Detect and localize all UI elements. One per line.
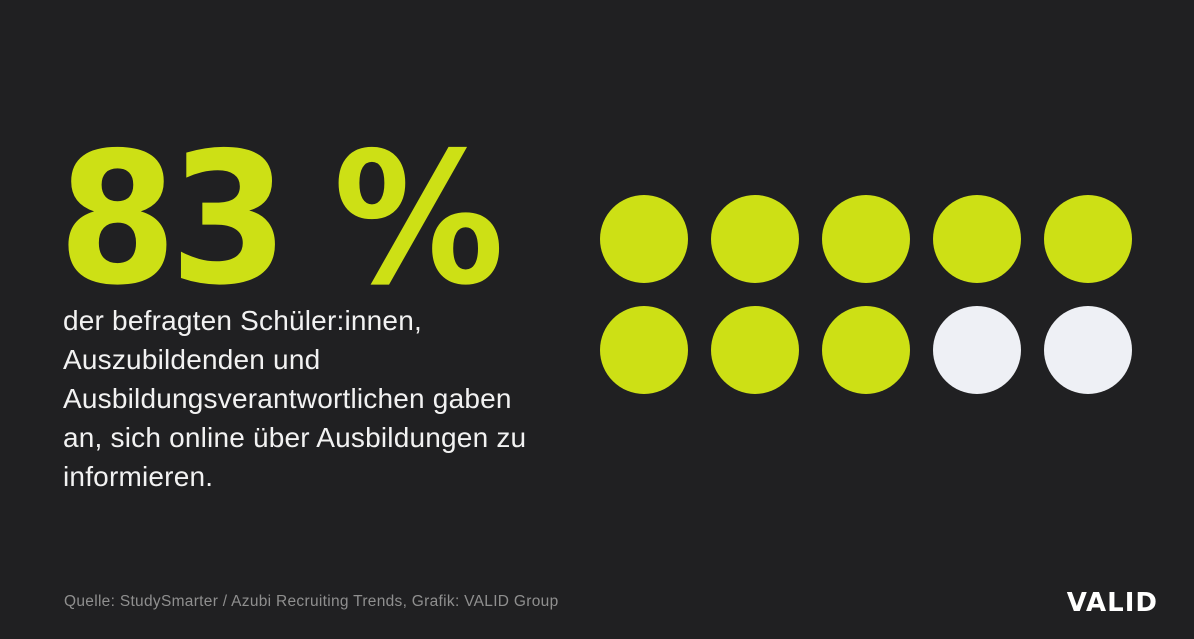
stat-description-line: Ausbildungsverantwortlichen gaben xyxy=(63,383,512,414)
pictogram-dot-filled xyxy=(1044,195,1132,283)
pictogram-dot-filled xyxy=(822,195,910,283)
pictogram-dot-filled xyxy=(933,195,1021,283)
pictogram-dot-filled xyxy=(711,306,799,394)
stat-description-line: an, sich online über Ausbildungen zu xyxy=(63,422,527,453)
stat-description: der befragten Schüler:innen, Auszubilden… xyxy=(63,301,526,496)
pictogram-dot-filled xyxy=(822,306,910,394)
source-text: Quelle: StudySmarter / Azubi Recruiting … xyxy=(64,593,559,610)
pictogram-dot-filled xyxy=(600,195,688,283)
stat-description-line: Auszubildenden und xyxy=(63,344,321,375)
pictogram-dot-filled xyxy=(600,306,688,394)
pictogram-dot-empty xyxy=(933,306,1021,394)
stat-description-line: informieren. xyxy=(63,461,214,492)
stat-value: 83 % xyxy=(58,113,505,325)
stat-description-line: der befragten Schüler:innen, xyxy=(63,305,422,336)
pictogram-dot-grid xyxy=(600,195,1133,394)
valid-brand-logo: VALID xyxy=(1066,588,1158,618)
pictogram-dot-filled xyxy=(711,195,799,283)
pictogram-dot-empty xyxy=(1044,306,1132,394)
